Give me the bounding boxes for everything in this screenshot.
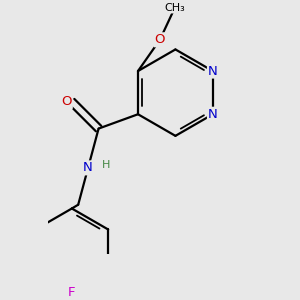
Text: O: O (154, 33, 165, 46)
Text: N: N (208, 64, 218, 77)
Text: N: N (208, 108, 218, 121)
Text: H: H (102, 160, 110, 170)
Text: O: O (61, 95, 72, 108)
Text: F: F (68, 286, 76, 299)
Text: CH₃: CH₃ (164, 3, 185, 13)
Text: N: N (83, 161, 93, 174)
